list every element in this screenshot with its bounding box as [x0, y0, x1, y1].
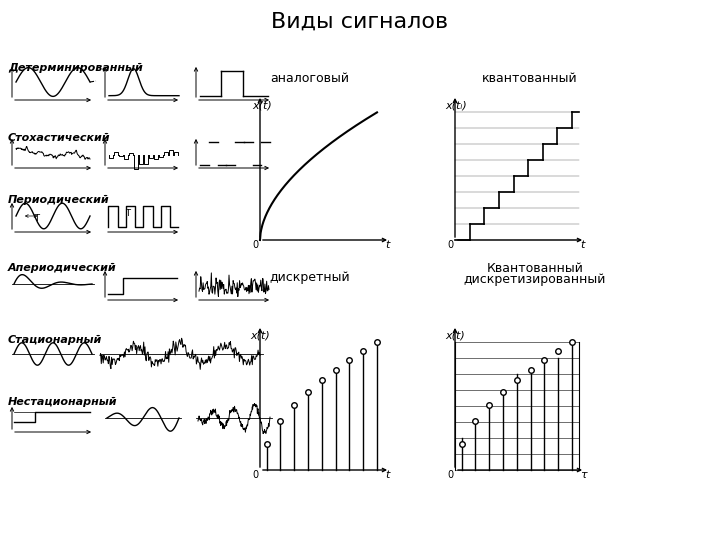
Text: Виды сигналов: Виды сигналов	[271, 12, 449, 32]
Text: Стационарный: Стационарный	[8, 335, 102, 345]
Text: аналоговый: аналоговый	[271, 71, 349, 84]
Text: x(tᵢ): x(tᵢ)	[445, 100, 467, 110]
Text: Апериодический: Апериодический	[8, 263, 117, 273]
Text: Периодический: Периодический	[8, 195, 109, 205]
Text: Детерминированный: Детерминированный	[8, 63, 143, 73]
Text: Стохастический: Стохастический	[8, 133, 110, 143]
Text: τ: τ	[580, 470, 587, 480]
Text: x(t): x(t)	[445, 330, 464, 340]
Text: x(t): x(t)	[250, 330, 270, 340]
Text: 0: 0	[252, 240, 258, 250]
Text: дискретный: дискретный	[270, 272, 351, 285]
Text: 0: 0	[252, 470, 258, 480]
Text: дискретизированный: дискретизированный	[464, 273, 606, 287]
Text: x(t): x(t)	[252, 100, 271, 110]
Text: T: T	[125, 209, 130, 218]
Text: 0: 0	[447, 240, 453, 250]
Text: t: t	[385, 240, 390, 250]
Text: t: t	[385, 470, 390, 480]
Text: квантованный: квантованный	[482, 71, 578, 84]
Text: 0: 0	[447, 470, 453, 480]
Text: T: T	[35, 214, 39, 223]
Text: t: t	[580, 240, 585, 250]
Text: Квантованный: Квантованный	[487, 261, 583, 274]
Text: Нестационарный: Нестационарный	[8, 397, 117, 407]
